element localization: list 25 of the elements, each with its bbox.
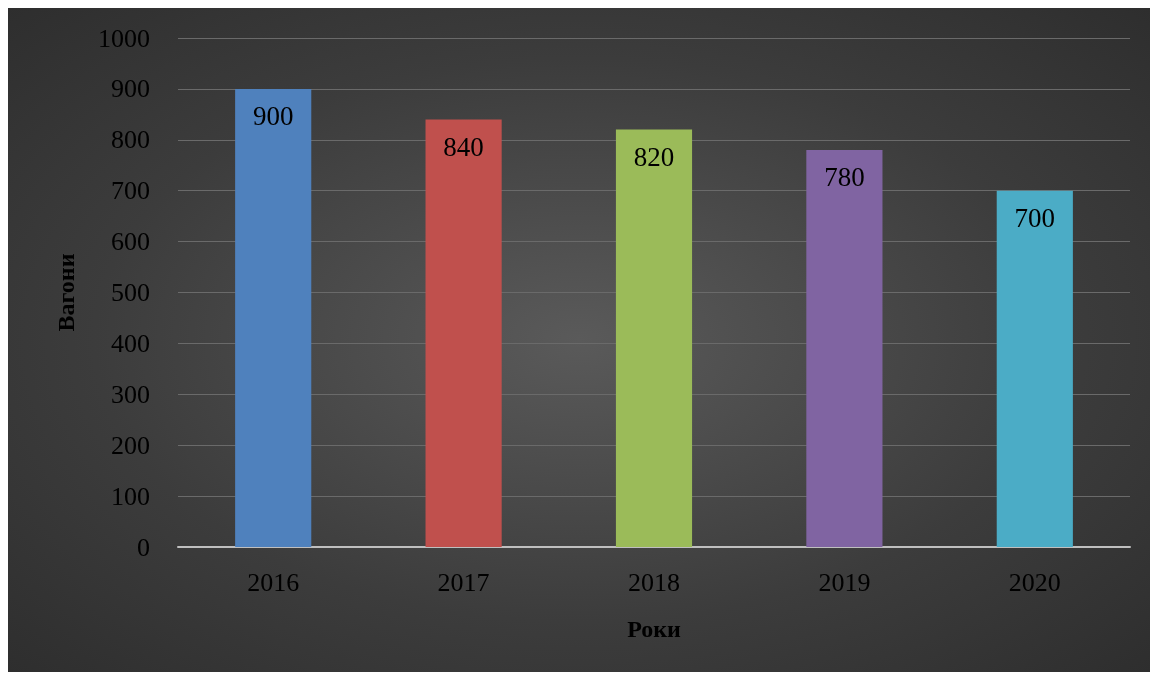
data-label: 700 [1014,203,1056,234]
x-tick-label: 2017 [437,567,490,597]
y-axis-title: Вагони [53,253,79,332]
x-tick-label: 2016 [247,567,300,597]
y-tick-label: 800 [111,125,150,155]
y-tick-label: 200 [111,430,150,460]
y-tick-label: 400 [111,328,150,358]
bar [425,119,502,547]
y-tick-label: 600 [111,227,150,257]
x-tick-label: 2018 [628,567,680,597]
x-axis-title: Роки [627,616,682,642]
y-tick-label: 300 [111,379,150,409]
bar [996,190,1073,547]
bar [806,149,883,547]
y-tick-label: 700 [111,176,150,206]
data-label: 900 [252,101,294,132]
y-tick-label: 100 [111,481,150,511]
y-tick-label: 500 [111,278,150,307]
x-tick-label: 2019 [818,567,871,597]
data-label: 820 [633,142,675,173]
y-tick-label: 0 [137,532,150,562]
bar [235,88,312,547]
data-label: 780 [824,162,865,193]
bar [615,129,693,547]
data-label: 840 [443,131,484,162]
